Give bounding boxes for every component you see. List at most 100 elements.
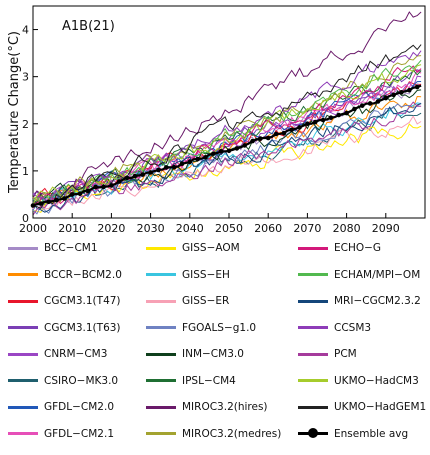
legend-label: CSIRO−MK3.0 — [44, 374, 119, 387]
y-tick-label: 0 — [22, 212, 29, 225]
legend-swatch — [298, 379, 328, 382]
ensemble-point — [218, 148, 224, 154]
legend-label: GFDL−CM2.1 — [44, 427, 114, 440]
y-tick-label: 3 — [22, 71, 29, 84]
legend-swatch — [298, 326, 328, 329]
ensemble-point — [344, 110, 349, 116]
legend-item: INM−CM3.0 — [146, 344, 244, 364]
ensemble-point — [195, 156, 200, 162]
legend-swatch — [298, 405, 328, 409]
legend-swatch — [8, 405, 38, 409]
y-axis: 0 1 2 3 4 — [22, 24, 38, 225]
ensemble-point — [77, 191, 83, 197]
ensemble-point — [203, 154, 208, 160]
panel-label: A1B(21) — [62, 19, 115, 34]
legend-label: GFDL−CM2.0 — [44, 401, 114, 413]
model-series-line — [32, 50, 422, 204]
legend-label: UKMO−HadCM3 — [334, 374, 419, 387]
legend-swatch — [298, 299, 328, 303]
legend-label: CCSM3 — [334, 321, 372, 334]
ensemble-point — [116, 179, 122, 184]
legend-swatch — [146, 246, 176, 250]
ensemble-point — [414, 84, 420, 90]
legend-item: ECHAM/MPI−OM — [298, 265, 420, 285]
ensemble-point — [85, 188, 91, 194]
legend-label: CGCM3.1(T47) — [44, 295, 121, 307]
legend-item: CNRM−CM3 — [8, 344, 107, 364]
ensemble-point — [407, 87, 412, 93]
legend-item: GISS−EH — [146, 265, 230, 285]
ensemble-point — [242, 143, 247, 148]
legend-label: GISS−EH — [182, 268, 230, 281]
x-tick-label: 2030 — [137, 222, 165, 235]
legend-swatch — [8, 326, 38, 329]
legend-swatch — [298, 428, 328, 438]
legend-label: MIROC3.2(medres) — [182, 427, 282, 440]
legend-item: CCSM3 — [298, 318, 371, 338]
ensemble-point — [320, 117, 326, 123]
legend-item: IPSL−CM4 — [146, 371, 236, 391]
model-series-line — [32, 64, 422, 205]
model-series-line — [32, 59, 422, 206]
legend-item: CGCM3.1(T63) — [8, 318, 121, 338]
ensemble-point — [336, 112, 342, 118]
legend-item: BCCR−BCM2.0 — [8, 265, 122, 285]
legend-item: FGOALS−g1.0 — [146, 318, 256, 338]
x-tick-label: 2050 — [215, 222, 243, 235]
x-tick-label: 2000 — [19, 222, 47, 235]
ensemble-point — [312, 119, 318, 125]
ensemble-point — [54, 197, 59, 203]
legend-label: PCM — [334, 348, 357, 360]
legend-item: GISS−AOM — [146, 238, 240, 258]
x-tick-label: 2070 — [293, 222, 321, 235]
ensemble-point — [265, 135, 271, 141]
legend-item: CGCM3.1(T47) — [8, 291, 121, 311]
ensemble-point — [352, 106, 357, 112]
model-series-line — [32, 123, 422, 213]
ensemble-point — [234, 146, 240, 151]
legend-swatch — [8, 432, 38, 435]
legend-label: FGOALS−g1.0 — [182, 321, 257, 334]
ensemble-point — [46, 199, 51, 205]
legend-label: Ensemble avg — [334, 427, 409, 440]
ensemble-point — [148, 170, 153, 175]
y-tick-label: 4 — [22, 24, 29, 37]
legend-item: MIROC3.2(hires) — [146, 397, 268, 417]
ensemble-point — [297, 125, 302, 130]
legend-swatch — [298, 273, 328, 276]
model-series-line — [32, 44, 422, 210]
ensemble-point — [171, 164, 177, 170]
legend-swatch — [8, 379, 38, 382]
legend-marker — [308, 428, 318, 438]
legend-item: GISS−ER — [146, 291, 229, 311]
ensemble-point — [359, 103, 365, 108]
x-tick-label: 2040 — [176, 222, 204, 235]
y-tick-label: 2 — [22, 118, 29, 131]
series-lines — [30, 11, 422, 216]
ensemble-point — [132, 173, 138, 179]
ensemble-point — [328, 115, 334, 121]
legend-label: CGCM3.1(T63) — [44, 321, 121, 334]
x-tick-label: 2090 — [372, 222, 400, 235]
ensemble-point — [226, 148, 232, 154]
ensemble-point — [281, 130, 287, 136]
ensemble-point — [163, 165, 169, 170]
legend-label: BCCR−BCM2.0 — [44, 268, 122, 281]
ensemble-point — [367, 101, 373, 106]
legend-swatch — [146, 379, 176, 382]
ensemble-point — [250, 138, 255, 144]
legend-label: UKMO−HadGEM1 — [334, 401, 427, 413]
legend-swatch — [8, 273, 38, 276]
legend-swatch — [146, 432, 176, 435]
y-axis-title: Temperature Change(°C) — [7, 31, 22, 194]
ensemble-point — [179, 161, 185, 167]
model-series-line — [32, 11, 422, 199]
legend-swatch — [8, 299, 38, 303]
legend-label: CNRM−CM3 — [44, 348, 108, 360]
model-series-line — [32, 69, 422, 205]
legend-label: BCC−CM1 — [44, 242, 98, 254]
legend-item: BCC−CM1 — [8, 238, 98, 258]
legend-label: MRI−CGCM2.3.2 — [334, 295, 421, 307]
temperature-chart: 2000 2010 2020 2030 2040 2050 2060 2070 2080 2090… — [7, 5, 426, 235]
legend-swatch — [8, 352, 38, 356]
